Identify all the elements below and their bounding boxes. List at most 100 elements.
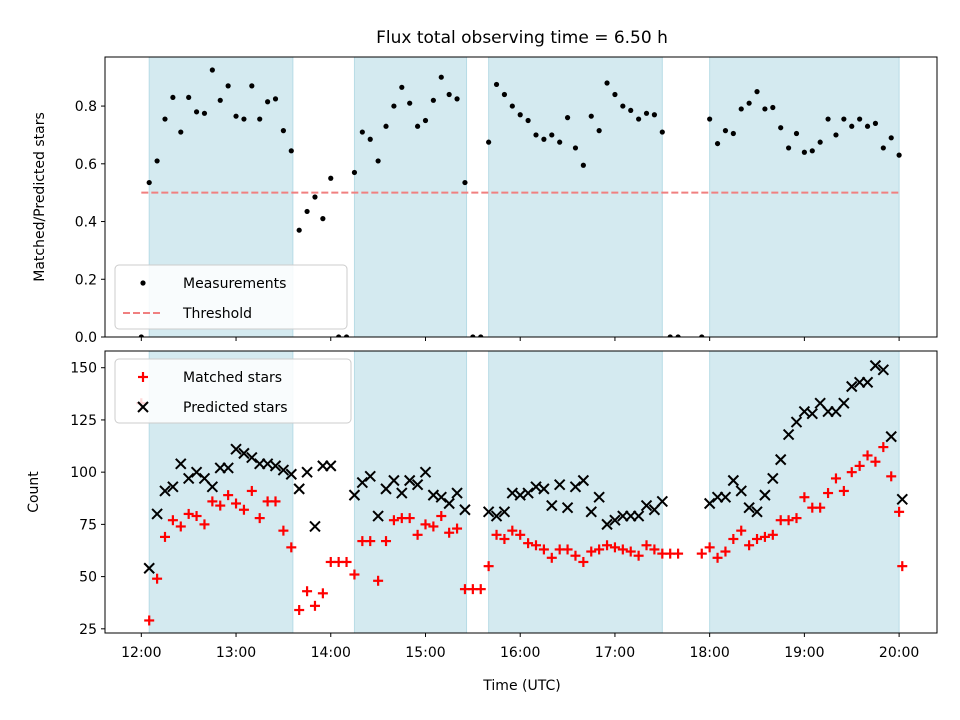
legend-label: Predicted stars (183, 400, 288, 416)
matched-star-point (846, 467, 857, 478)
data-layer (136, 359, 908, 626)
matched-star-point (254, 513, 265, 524)
predicted-star-point (293, 483, 305, 495)
matched-star-point (862, 450, 873, 461)
matched-star-point (499, 534, 510, 544)
x-tick-label: 12:00 (121, 645, 161, 661)
predicted-star-point (451, 487, 463, 499)
predicted-star-point (719, 491, 732, 503)
measurement-point (407, 100, 413, 106)
matched-star-point (365, 536, 376, 547)
predicted-star-point (159, 485, 171, 497)
predicted-star-point (490, 510, 503, 522)
matched-star-point (309, 600, 320, 611)
measurement-point (762, 106, 768, 112)
legend-label: Threshold (182, 306, 252, 322)
matched-star-point (483, 561, 494, 572)
measurement-point (280, 128, 286, 134)
measurement-point (351, 169, 358, 176)
matched-star-point (523, 538, 534, 549)
x-axis-label: Time (UTC) (482, 678, 560, 694)
predicted-star-point (609, 514, 621, 526)
matched-star-point (633, 550, 644, 561)
measurement-point (296, 227, 302, 233)
measurement-point (217, 97, 223, 103)
measurement-point (778, 125, 784, 131)
predicted-star-point (190, 466, 203, 478)
predicted-star-point (774, 453, 787, 466)
measurement-point (880, 145, 886, 151)
measurement-point (320, 216, 326, 222)
predicted-star-point (206, 481, 219, 493)
measurement-point (659, 129, 665, 135)
measurement-point (738, 106, 744, 112)
measurement-point (612, 91, 618, 98)
measurement-point (620, 103, 626, 109)
measurement-point (849, 123, 855, 129)
legend-marker-predicted (137, 401, 149, 413)
measurement-point (557, 139, 563, 145)
predicted-star-point (861, 376, 874, 389)
x-tick-label: 13:00 (216, 645, 256, 661)
measurement-point (651, 112, 658, 118)
plot-frame (104, 56, 938, 338)
x-tick-label: 18:00 (689, 645, 729, 661)
matched-star-point (452, 523, 463, 534)
measurement-point (517, 112, 523, 118)
predicted-star-point (403, 474, 416, 487)
y-tick-label: 0.6 (75, 157, 97, 173)
measurement-point (793, 130, 800, 137)
measurement-point (675, 334, 681, 337)
measurement-point (328, 175, 334, 181)
measurement-point (367, 136, 373, 142)
matched-star-point (562, 544, 573, 555)
y-tick-label: 125 (70, 413, 97, 429)
matched-star-point (854, 460, 865, 471)
measurement-point (501, 91, 508, 98)
measurement-point (549, 132, 555, 138)
predicted-star-point (175, 458, 187, 470)
predicted-star-point (348, 489, 361, 501)
measurement-point (872, 120, 879, 126)
predicted-star-point (806, 407, 818, 420)
predicted-star-point (325, 460, 337, 472)
predicted-star-point (396, 487, 408, 499)
measurement-point (541, 136, 547, 142)
matched-star-point (609, 542, 620, 553)
predicted-star-point (309, 520, 321, 533)
matched-star-point (444, 527, 455, 538)
measurement-point (265, 99, 271, 105)
predicted-star-point (640, 499, 653, 512)
matched-star-point (602, 540, 613, 551)
matched-star-point (388, 515, 399, 526)
measurement-point (588, 113, 594, 119)
predicted-star-point (546, 499, 558, 512)
measurement-point (304, 208, 310, 215)
measurement-point (478, 334, 484, 337)
measurement-point (375, 158, 381, 164)
measurement-point (628, 107, 634, 114)
matched-star-point (515, 529, 526, 540)
measurement-point (636, 116, 642, 122)
measurement-point (754, 89, 760, 95)
matched-star-point (404, 513, 415, 524)
measurement-point (414, 123, 421, 129)
predicted-star-point (388, 474, 400, 487)
legend: Matched stars Predicted stars (114, 358, 352, 424)
predicted-star-point (482, 506, 495, 518)
measurement-point (857, 116, 863, 122)
matched-star-point (507, 525, 518, 536)
y-tick-label: 0.8 (75, 99, 97, 115)
matched-star-point (799, 492, 810, 503)
x-tick-label: 16:00 (500, 645, 540, 661)
measurement-point (533, 132, 539, 138)
observing-window-shade (709, 350, 900, 634)
data-layer (138, 67, 902, 337)
matched-star-point (720, 546, 731, 557)
y-tick-label: 25 (79, 622, 97, 638)
matched-star-point (752, 534, 763, 544)
measurement-point (446, 91, 452, 98)
matched-star-point (373, 575, 384, 586)
matched-star-point (246, 485, 257, 496)
predicted-star-point (767, 472, 779, 485)
